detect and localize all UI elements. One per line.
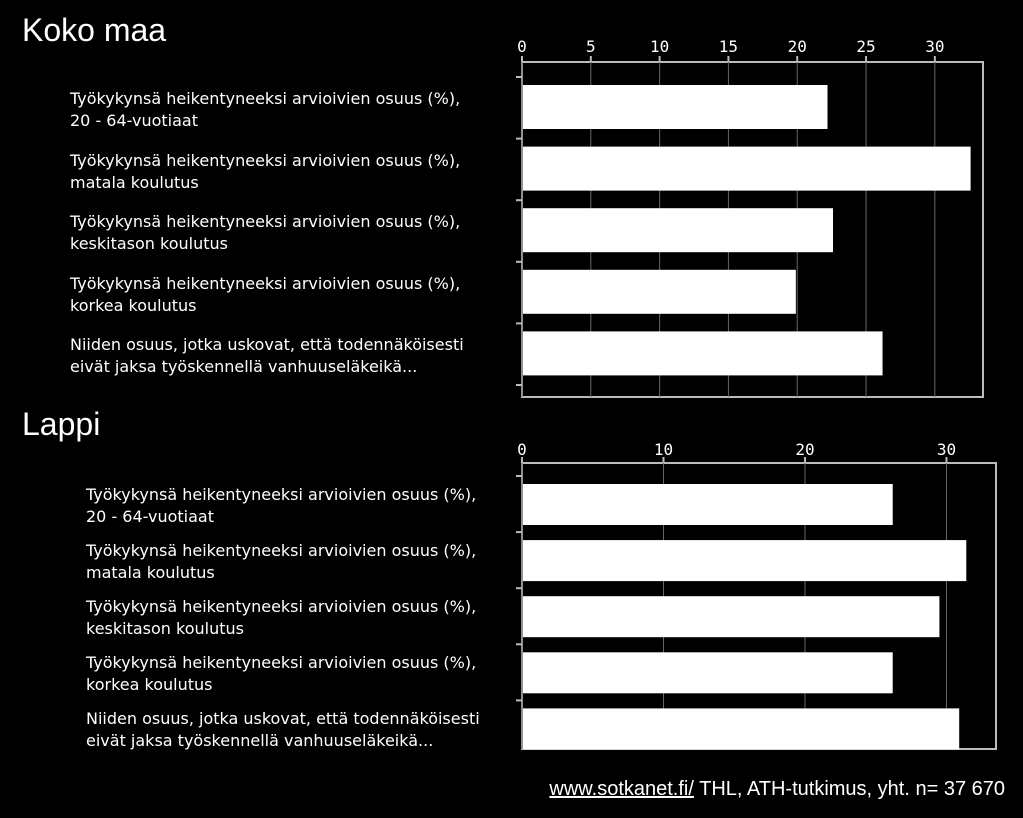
bar — [523, 708, 960, 750]
bar — [523, 540, 967, 582]
source-footer: www.sotkanet.fi/ THL, ATH-tutkimus, yht.… — [549, 778, 1005, 801]
bar — [523, 484, 893, 525]
category-label: Työkykynsä heikentyneeksi arvioivien osu… — [70, 150, 461, 192]
tick-label: 25 — [856, 37, 875, 56]
chart-1: 0 10 20 30 — [516, 440, 997, 750]
bar — [523, 269, 796, 314]
category-label: Työkykynsä heikentyneeksi arvioivien osu… — [70, 273, 461, 315]
tick-label: 5 — [586, 37, 596, 56]
bar — [523, 85, 828, 129]
source-text: THL, ATH-tutkimus, yht. n= 37 670 — [693, 778, 1005, 800]
tick-label: 0 — [517, 440, 527, 459]
bar — [523, 331, 883, 376]
sotkanet-link[interactable]: www.sotkanet.fi/ — [549, 778, 694, 800]
tick-label: 30 — [937, 440, 956, 459]
chart-0: 0 5 10 15 20 25 30 — [516, 37, 984, 398]
tick-label: 15 — [719, 37, 738, 56]
category-label: Työkykynsä heikentyneeksi arvioivien osu… — [70, 212, 461, 254]
category-label: Työkykynsä heikentyneeksi arvioivien osu… — [86, 541, 477, 583]
tick-label: 30 — [925, 37, 944, 56]
tick-label: 10 — [650, 37, 669, 56]
bar — [523, 652, 893, 694]
tick-label: 20 — [795, 440, 814, 459]
category-label: Työkykynsä heikentyneeksi arvioivien osu… — [86, 485, 477, 526]
category-label: Niiden osuus, jotka uskovat, että todenn… — [70, 335, 464, 377]
tick-label: 20 — [788, 37, 807, 56]
tick-label: 0 — [517, 37, 527, 56]
bar — [523, 146, 971, 191]
bar — [523, 208, 834, 253]
category-label: Työkykynsä heikentyneeksi arvioivien osu… — [86, 597, 477, 639]
tick-label: 10 — [654, 440, 673, 459]
bar — [523, 596, 940, 638]
section-title-lappi: Lappi — [22, 406, 101, 442]
category-label: Työkykynsä heikentyneeksi arvioivien osu… — [86, 653, 477, 695]
section-title-koko-maa: Koko maa — [22, 12, 167, 48]
category-label: Niiden osuus, jotka uskovat, että todenn… — [86, 709, 480, 751]
category-label: Työkykynsä heikentyneeksi arvioivien osu… — [70, 89, 461, 130]
